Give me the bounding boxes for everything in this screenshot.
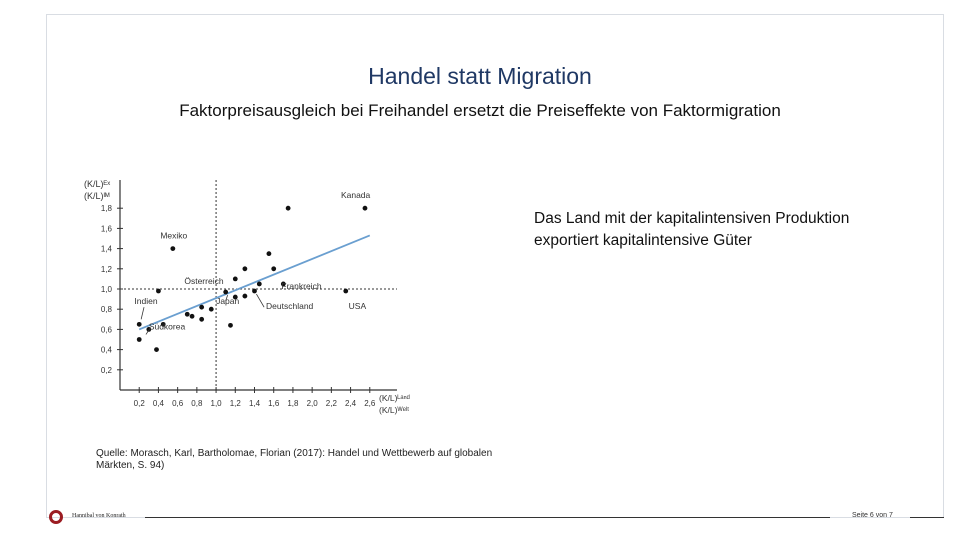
data-annotation: Südkorea bbox=[149, 321, 186, 331]
footer-divider-right bbox=[910, 517, 944, 518]
trend-line bbox=[138, 234, 371, 331]
source-citation: Quelle: Morasch, Karl, Bartholomae, Flor… bbox=[96, 448, 493, 471]
y-tick-label: 1,0 bbox=[101, 285, 113, 294]
data-point bbox=[184, 311, 190, 317]
data-point bbox=[271, 266, 277, 272]
data-point bbox=[189, 313, 195, 319]
y-tick-label: 0,8 bbox=[101, 305, 113, 314]
x-tick-label: 0,8 bbox=[191, 399, 203, 408]
explanation-note: Das Land mit der kapitalintensiven Produ… bbox=[534, 210, 850, 249]
data-point bbox=[232, 294, 238, 300]
data-annotation: Frankreich bbox=[281, 281, 321, 291]
y-tick-label: 0,6 bbox=[101, 325, 113, 334]
annotation-arrow bbox=[225, 294, 228, 302]
data-point bbox=[266, 251, 272, 257]
y-tick-label: 0,2 bbox=[101, 366, 113, 375]
data-point bbox=[285, 205, 291, 211]
annotation-arrow bbox=[145, 327, 152, 335]
data-point bbox=[252, 288, 257, 294]
x-tick-label: 2,0 bbox=[307, 399, 319, 408]
data-annotation: Mexiko bbox=[160, 231, 187, 241]
data-annotation: Indien bbox=[134, 296, 157, 306]
data-point bbox=[280, 281, 286, 287]
data-point bbox=[242, 293, 248, 299]
slide-title: Handel statt Migration bbox=[368, 63, 592, 89]
x-tick-label: 1,8 bbox=[287, 399, 299, 408]
x-axis-label: (K/L)ᴸᵃⁿᵈ bbox=[379, 393, 410, 403]
data-annotation: Japan bbox=[216, 296, 239, 306]
y-tick-label: 1,4 bbox=[101, 245, 113, 254]
annotation-arrow bbox=[256, 293, 265, 308]
x-axis-label: (K/L)ᵂᵉˡᵗ bbox=[379, 405, 409, 415]
data-point bbox=[160, 321, 166, 327]
data-point bbox=[136, 337, 142, 342]
x-tick-label: 2,4 bbox=[345, 399, 357, 408]
data-point bbox=[154, 347, 159, 352]
data-point bbox=[256, 281, 262, 287]
data-point bbox=[362, 205, 368, 211]
logo-text: Hannibal von Konrath bbox=[72, 513, 126, 519]
data-point bbox=[156, 288, 161, 294]
x-tick-label: 2,2 bbox=[326, 399, 338, 408]
logo-icon bbox=[49, 510, 63, 524]
data-point bbox=[199, 316, 205, 322]
data-point bbox=[208, 306, 214, 312]
y-tick-label: 0,4 bbox=[101, 346, 113, 355]
page-number: Seite 6 von 7 bbox=[852, 512, 893, 519]
data-point bbox=[242, 266, 248, 272]
data-annotation: Deutschland bbox=[266, 301, 314, 311]
footer-divider-left bbox=[145, 517, 830, 518]
y-tick-label: 1,6 bbox=[101, 224, 113, 233]
y-tick-label: 1,8 bbox=[101, 204, 113, 213]
x-tick-label: 0,2 bbox=[134, 399, 146, 408]
data-point bbox=[232, 276, 238, 282]
y-axis-label: (K/L)ᴱˣ bbox=[84, 179, 110, 189]
data-point bbox=[343, 288, 349, 294]
x-tick-label: 1,6 bbox=[268, 399, 280, 408]
annotation-arrow bbox=[140, 307, 145, 320]
x-tick-label: 0,4 bbox=[153, 399, 165, 408]
slide-subtitle: Faktorpreisausgleich bei Freihandel erse… bbox=[179, 101, 781, 120]
x-tick-label: 1,0 bbox=[211, 399, 223, 408]
data-annotation: USA bbox=[349, 301, 367, 311]
data-point bbox=[199, 304, 205, 310]
y-axis-label: (K/L)ᴵᴹ bbox=[84, 191, 110, 201]
scatter-chart: 0,2 0,4 0,6 0,8 1,0 1,2 1,4 1,6 1,8 0,2 0,4 0,6 0,8 1… bbox=[84, 179, 410, 415]
y-tick-label: 1,2 bbox=[101, 265, 113, 274]
x-tick-label: 1,4 bbox=[249, 399, 261, 408]
x-tick-label: 0,6 bbox=[172, 399, 184, 408]
data-annotation: Kanada bbox=[341, 190, 371, 200]
data-point bbox=[223, 289, 229, 295]
x-tick-label: 2,6 bbox=[364, 399, 376, 408]
data-point bbox=[170, 246, 176, 251]
data-annotation: Österreich bbox=[184, 276, 223, 286]
data-point bbox=[228, 322, 233, 328]
x-tick-label: 1,2 bbox=[230, 399, 242, 408]
data-point bbox=[136, 321, 142, 327]
